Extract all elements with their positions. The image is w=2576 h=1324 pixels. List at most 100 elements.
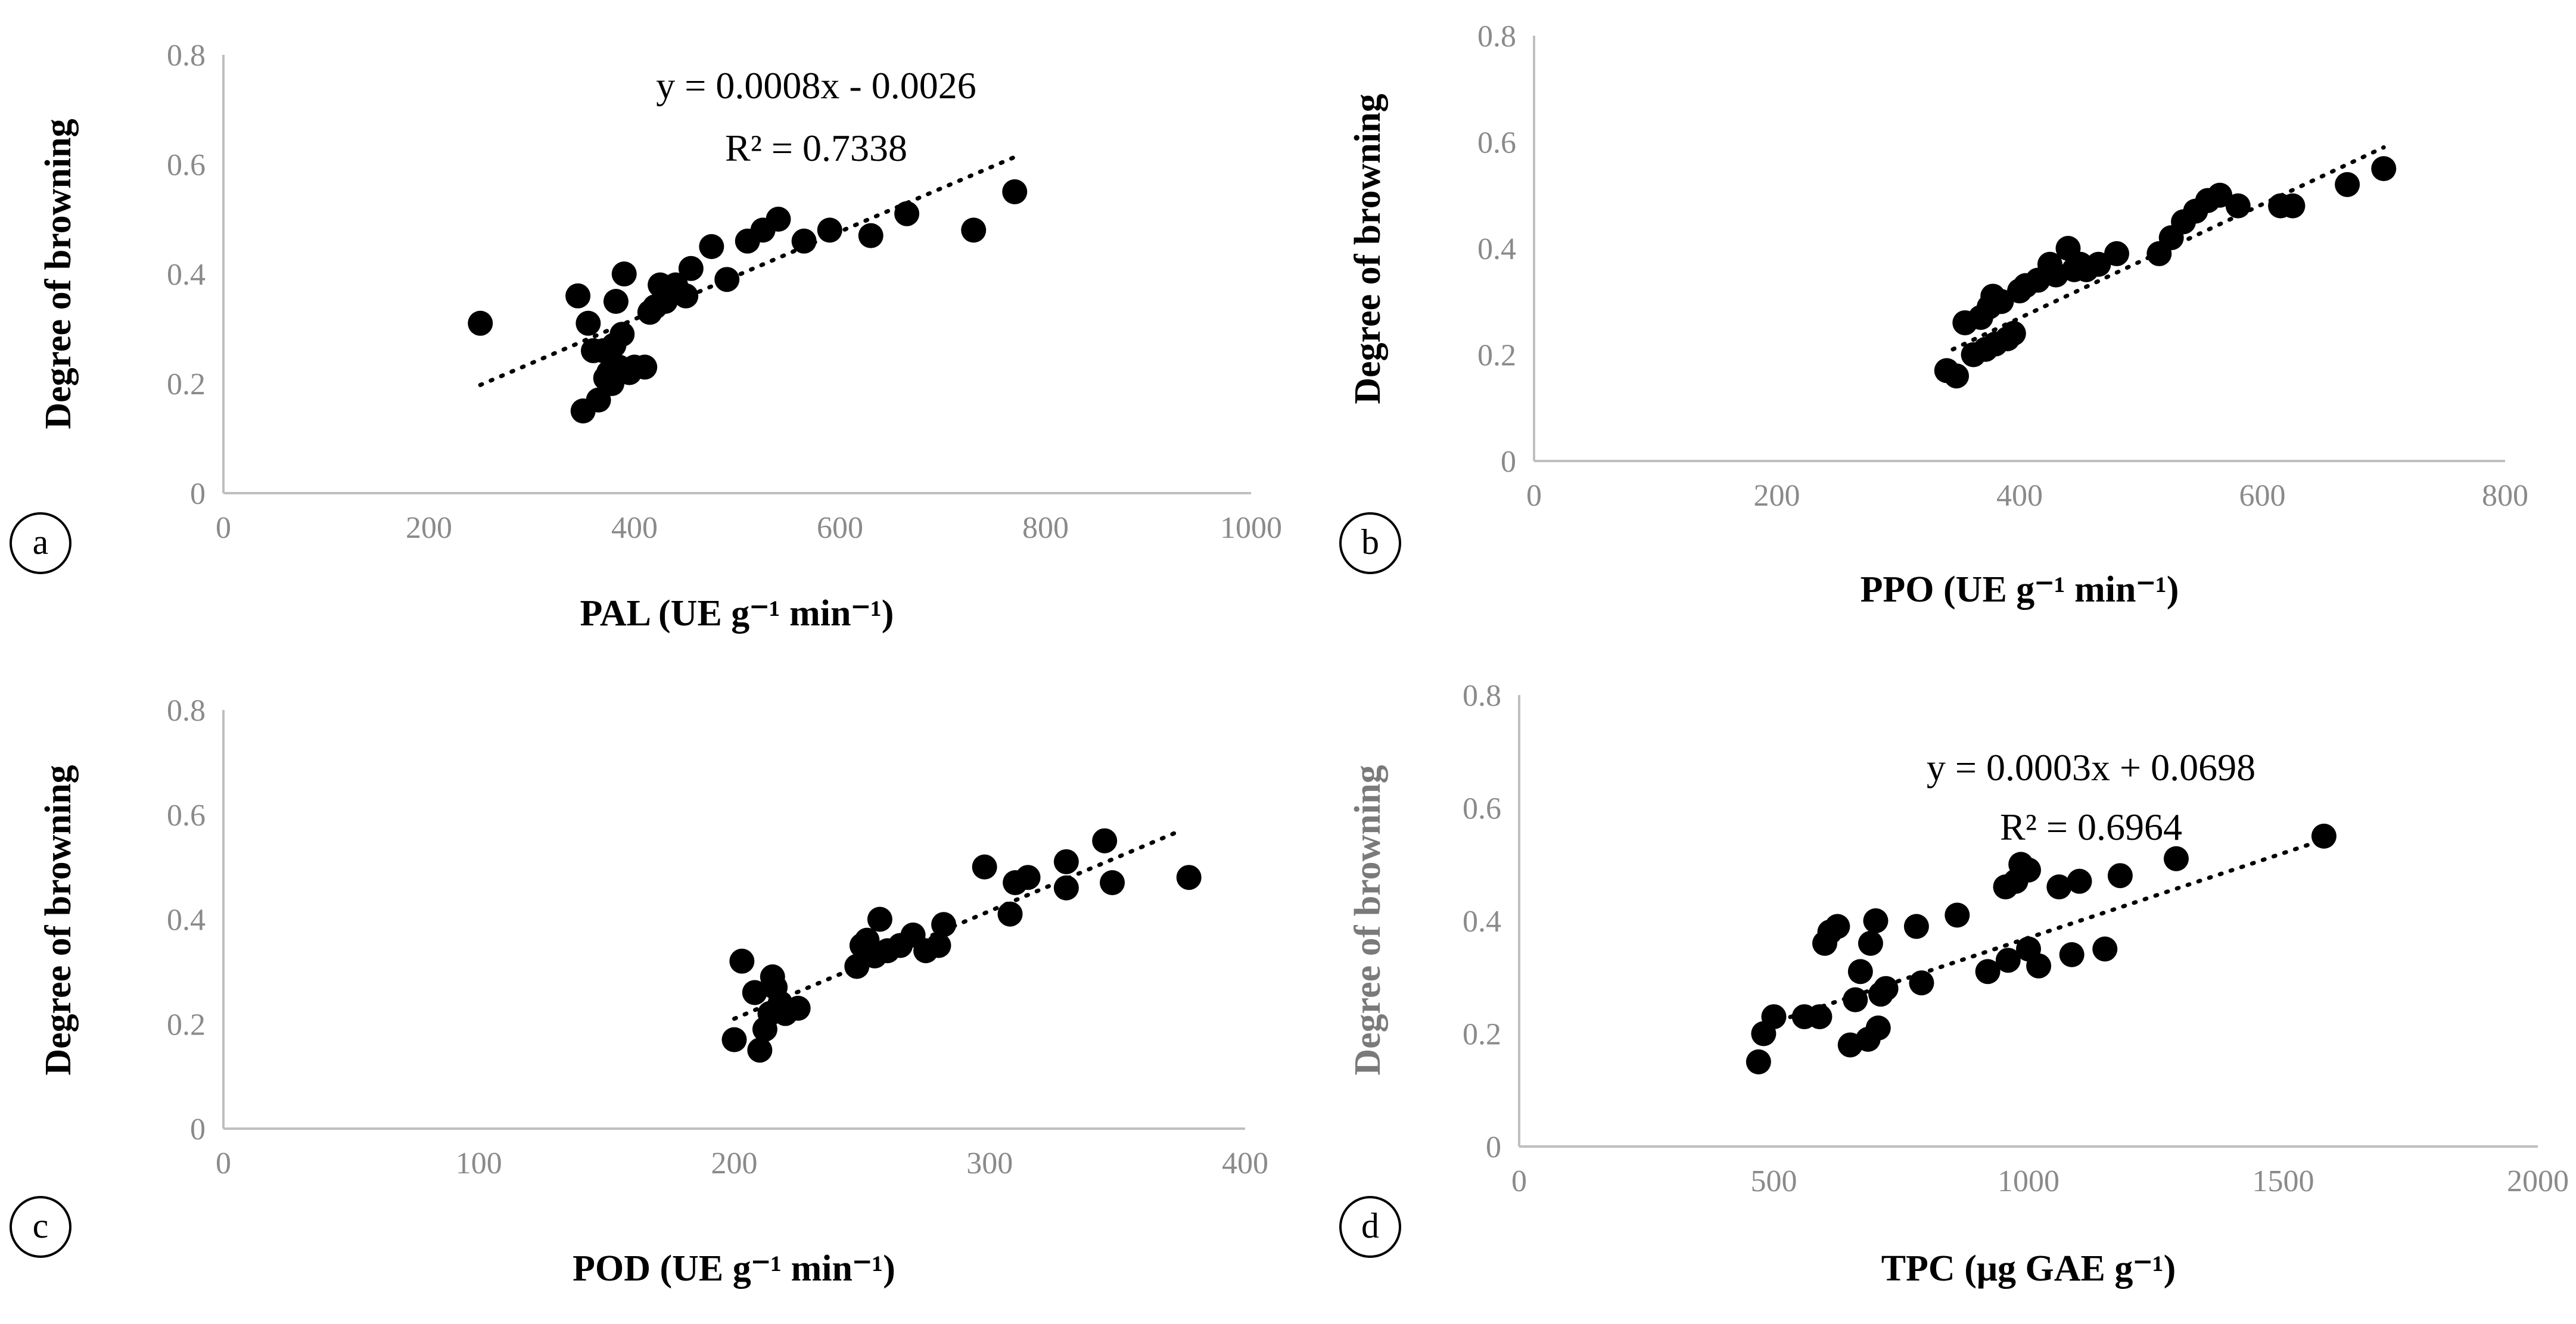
x-tick-label: 1000: [1220, 511, 1282, 545]
data-point: [926, 933, 951, 958]
x-tick-label: 1000: [1998, 1164, 2059, 1198]
panel-badge: [10, 512, 71, 574]
data-point: [575, 310, 601, 336]
x-tick-label: 800: [2482, 479, 2528, 513]
r-squared-label: R² = 0.6964: [2000, 806, 2182, 848]
data-point: [603, 289, 629, 314]
y-tick-label: 0.6: [167, 148, 206, 182]
data-point: [1176, 865, 1202, 890]
data-point: [609, 322, 635, 347]
scatter-panel-b: 0 0.2 0.4 0.6 0.8 0 200 400 600 800 Degree of brow…: [1339, 20, 2528, 610]
x-tick-label: 500: [1751, 1164, 1797, 1198]
data-point: [2107, 863, 2133, 889]
data-point: [714, 267, 740, 292]
data-point: [2225, 193, 2251, 219]
data-point: [678, 256, 704, 281]
y-tick-label: 0.8: [167, 694, 206, 728]
data-point: [2280, 193, 2306, 219]
data-point: [2016, 857, 2041, 883]
data-point: [1903, 914, 1929, 939]
data-point: [1863, 908, 1889, 933]
scatter-panel-d: 0 0.2 0.4 0.6 0.8 0 500 1000 1500 2000 Degree of b…: [1339, 679, 2569, 1289]
data-point: [1945, 902, 1970, 928]
panel-letter: d: [1361, 1206, 1379, 1245]
data-point: [961, 217, 987, 243]
data-point: [747, 1038, 773, 1063]
data-point: [2001, 320, 2026, 346]
data-point: [858, 223, 883, 248]
y-tick-label: 0.2: [1463, 1018, 1501, 1052]
y-tick-label: 0.8: [1463, 679, 1501, 713]
data-point: [2046, 874, 2072, 900]
data-point: [2104, 241, 2129, 266]
y-tick-label: 0.4: [167, 258, 206, 292]
data-point: [2026, 953, 2052, 979]
panel-letter: b: [1361, 522, 1379, 562]
r-squared-label: R² = 0.7338: [725, 127, 907, 169]
data-point: [785, 995, 811, 1021]
data-point: [1825, 914, 1850, 939]
data-point: [2207, 182, 2233, 208]
data-point: [1865, 1015, 1891, 1041]
x-tick-label: 100: [456, 1147, 502, 1180]
data-point: [1100, 870, 1125, 895]
y-tick-label: 0.6: [1463, 792, 1501, 826]
data-point: [1909, 970, 1934, 996]
scatter-panel-c: 0 0.2 0.4 0.6 0.8 0 100 200 300 400 Degree of brow…: [10, 694, 1268, 1289]
y-tick-label: 0: [190, 477, 206, 511]
regression-equation: y = 0.0003x + 0.0698: [1927, 746, 2255, 789]
x-axis-title: POD (UE g⁻¹ min⁻¹): [573, 1248, 895, 1289]
trendline: [1766, 837, 2326, 1027]
y-tick-label: 0.6: [1477, 126, 1516, 160]
data-point: [2086, 251, 2111, 277]
y-axis-title: Degree of browning: [38, 119, 79, 429]
data-point: [673, 283, 699, 309]
data-point: [729, 948, 755, 974]
trendline: [478, 155, 1017, 387]
x-tick-label: 0: [1526, 479, 1542, 513]
x-tick-label: 400: [611, 511, 658, 545]
y-tick-label: 0.8: [167, 39, 206, 73]
x-tick-label: 200: [711, 1147, 758, 1180]
data-point: [1989, 289, 2014, 314]
data-point: [997, 901, 1023, 927]
y-tick-label: 0.2: [167, 1008, 206, 1042]
y-tick-label: 0: [1501, 445, 1516, 479]
data-point: [2371, 156, 2397, 182]
x-tick-label: 300: [966, 1147, 1013, 1180]
data-point: [1807, 1004, 1833, 1030]
x-tick-label: 0: [216, 1147, 231, 1180]
y-axis-title: Degree of browning: [1348, 94, 1388, 404]
data-point: [742, 980, 767, 1005]
data-point: [2311, 823, 2337, 849]
panel-letter: a: [33, 522, 49, 562]
data-point: [1873, 976, 1899, 1001]
y-tick-label: 0.4: [1463, 905, 1501, 939]
data-point: [1843, 987, 1868, 1013]
data-point: [931, 912, 957, 937]
y-tick-label: 0.4: [167, 904, 206, 937]
data-point: [2163, 846, 2189, 871]
x-tick-label: 1500: [2253, 1164, 2314, 1198]
data-point: [1975, 959, 2001, 985]
data-point: [2335, 172, 2360, 197]
data-point: [2067, 868, 2092, 894]
x-tick-label: 400: [1996, 479, 2043, 513]
y-tick-label: 0.4: [1477, 232, 1516, 266]
x-axis-title: PAL (UE g⁻¹ min⁻¹): [580, 593, 894, 634]
x-tick-label: 600: [817, 511, 863, 545]
scatter-panel-a: 0 0.2 0.4 0.6 0.8 0 200 400 600 800 1000 Degree of …: [10, 39, 1282, 634]
data-point: [611, 261, 637, 286]
x-tick-label: 200: [406, 511, 452, 545]
data-point: [468, 310, 493, 336]
x-axis-title: TPC (μg GAE g⁻¹): [1881, 1248, 2176, 1289]
trendline: [732, 828, 1184, 1021]
data-point: [565, 283, 591, 309]
x-tick-label: 200: [1754, 479, 1800, 513]
data-point: [1053, 849, 1079, 874]
x-axis-title: PPO (UE g⁻¹ min⁻¹): [1861, 569, 2179, 610]
data-point: [1002, 179, 1028, 204]
data-point: [632, 354, 658, 380]
regression-equation: y = 0.0008x - 0.0026: [656, 64, 976, 107]
data-point: [1944, 363, 1970, 389]
